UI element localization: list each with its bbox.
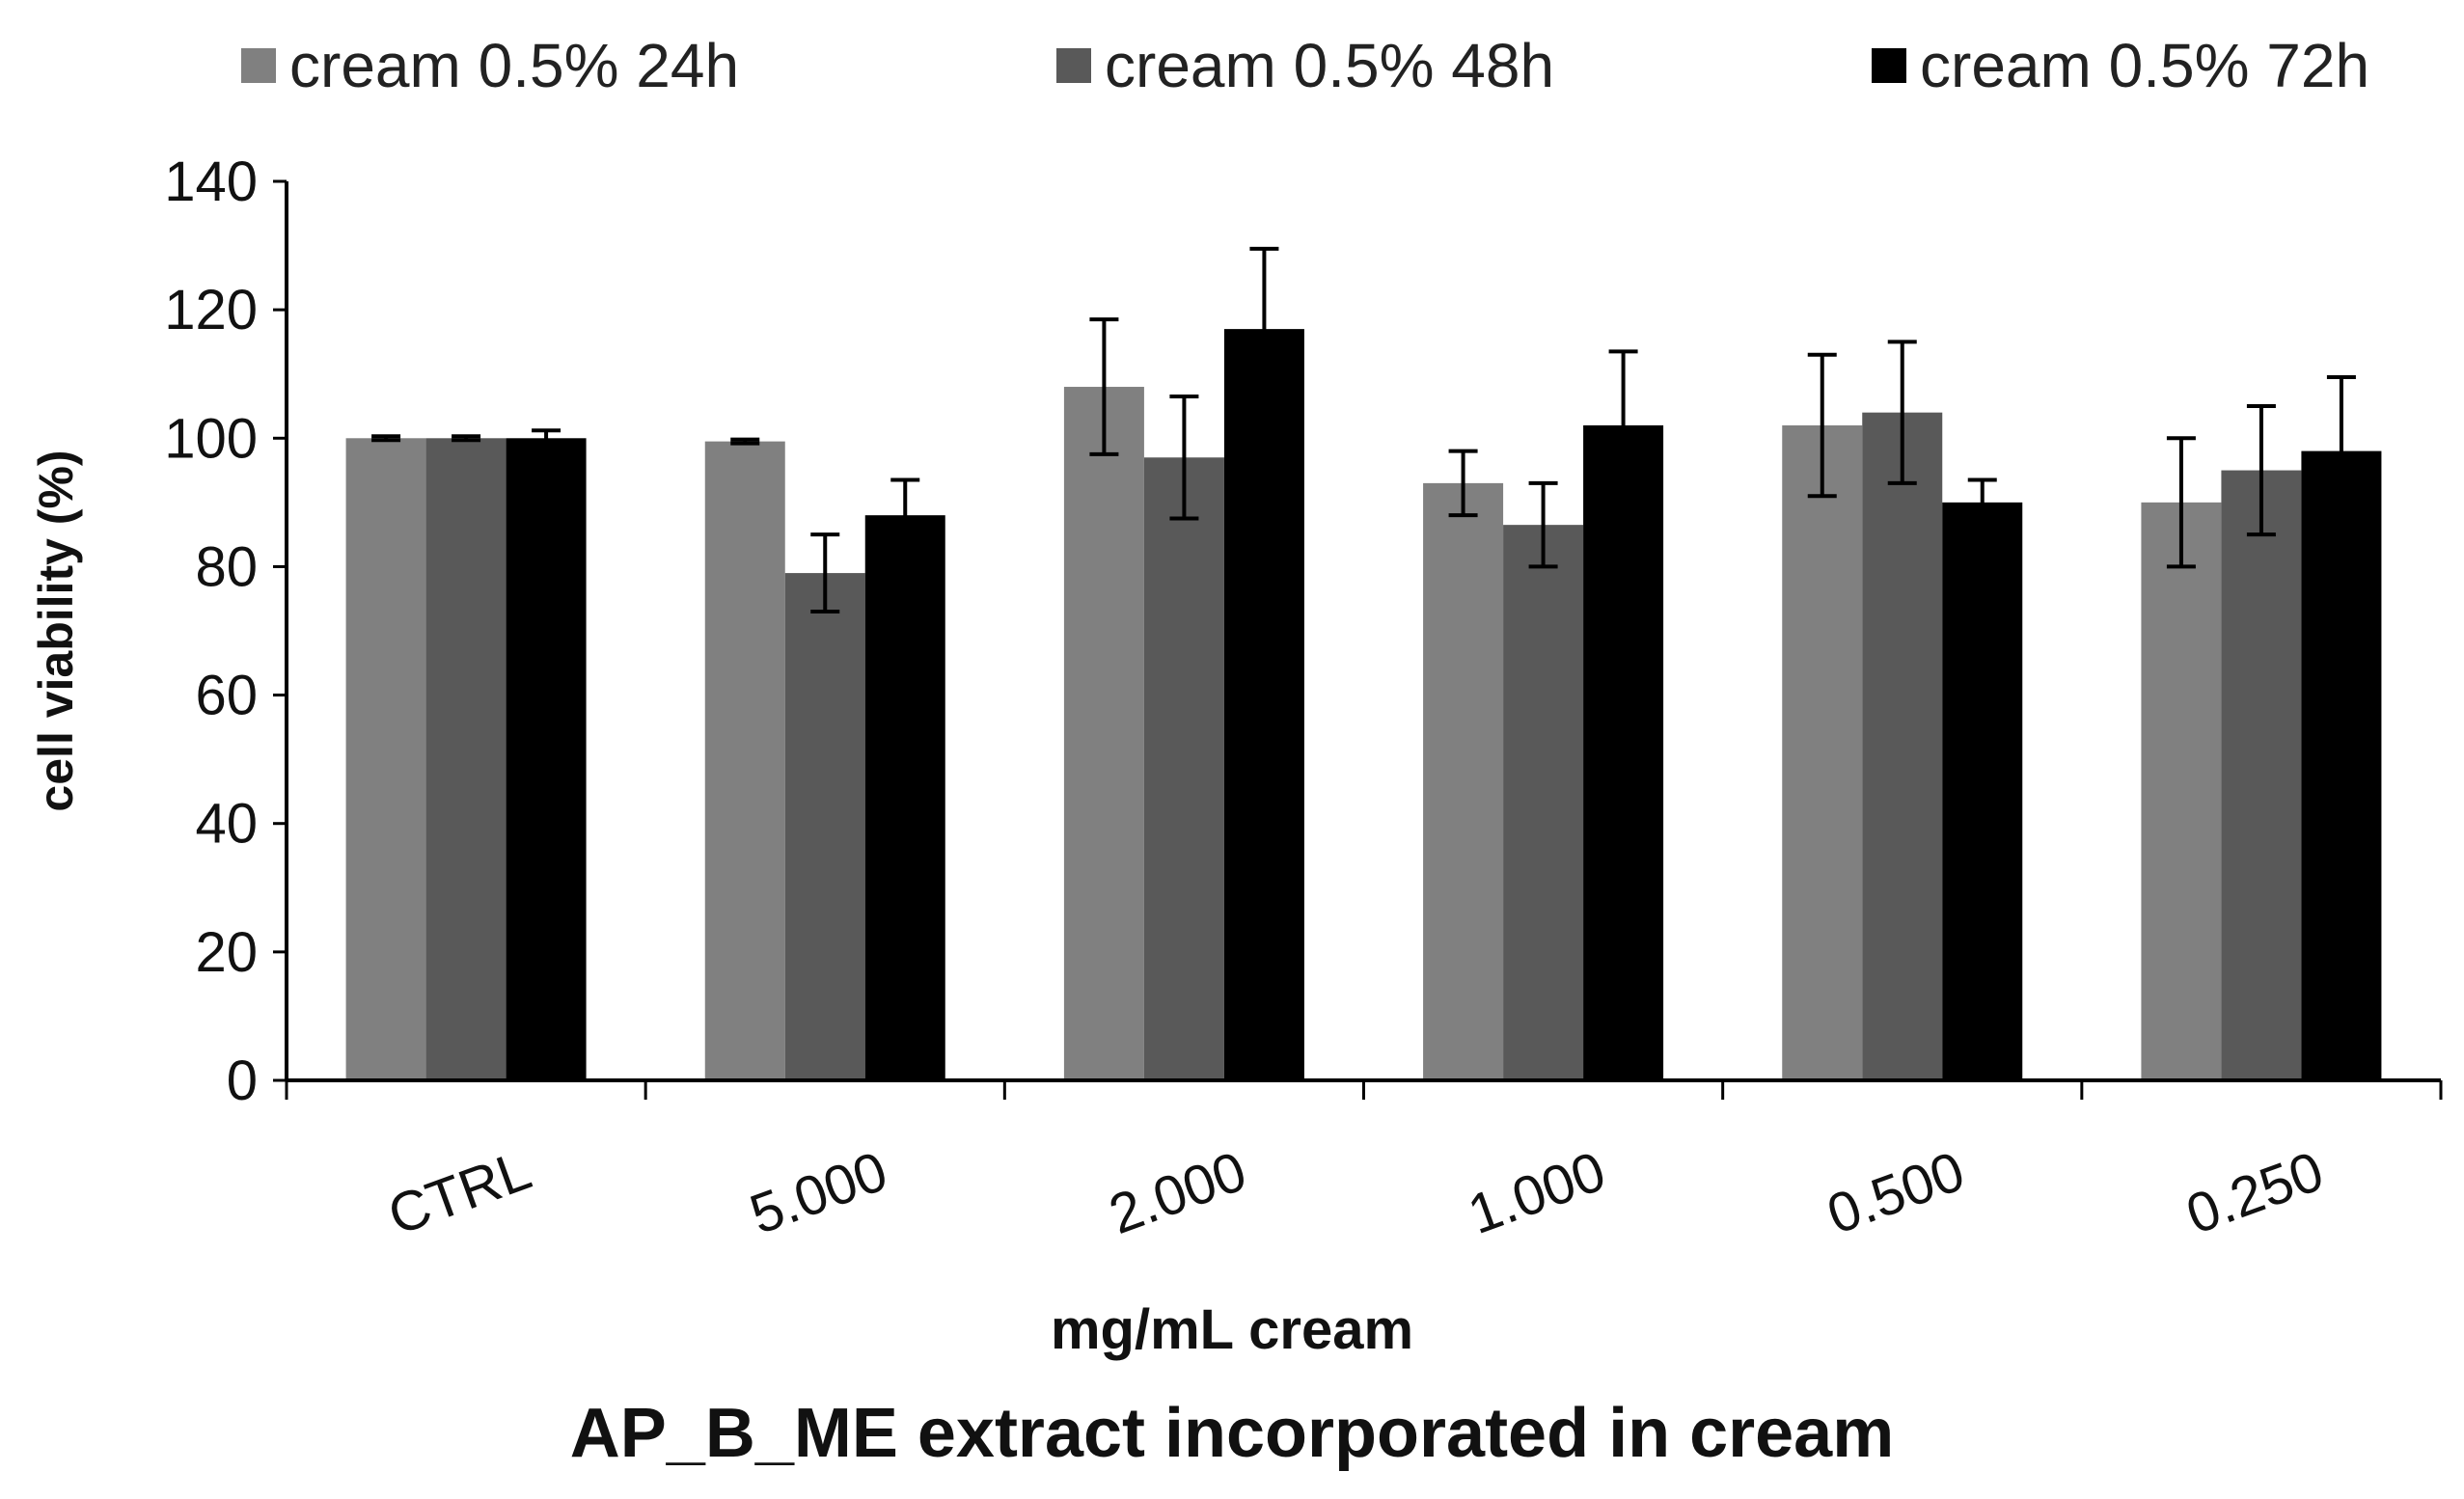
- x-axis-ticks: CTRL 5.000 2.000 1.000 0.500 0.250: [285, 1080, 2443, 1247]
- bar: [1782, 424, 1863, 1080]
- bar: [2221, 470, 2302, 1081]
- bar: [784, 573, 865, 1080]
- y-tick-label: 20: [195, 921, 258, 984]
- x-tick-label: 0.250: [2178, 1139, 2332, 1246]
- bar: [1583, 424, 1664, 1080]
- bar: [1942, 502, 2023, 1080]
- bar: [1862, 412, 1943, 1081]
- y-tick-label: 120: [164, 279, 258, 341]
- x-tick-label: CTRL: [380, 1138, 539, 1247]
- y-tick-label: 100: [164, 407, 258, 470]
- x-tick-label: 1.000: [1461, 1139, 1614, 1246]
- x-tick-label: 5.000: [742, 1139, 895, 1246]
- bar: [1503, 525, 1584, 1080]
- x-tick-label: 0.500: [1820, 1139, 1973, 1246]
- legend-item-24h: cream 0.5% 24h: [241, 27, 739, 104]
- legend: cream 0.5% 24h cream 0.5% 48h cream 0.5%…: [0, 27, 2464, 104]
- bar: [2141, 502, 2222, 1080]
- legend-item-48h: cream 0.5% 48h: [1056, 27, 1554, 104]
- axes: [285, 181, 2441, 1082]
- legend-swatch-72h: [1872, 48, 1906, 83]
- y-tick-label: 80: [195, 535, 258, 598]
- legend-label-24h: cream 0.5% 24h: [289, 31, 740, 100]
- y-tick-label: 140: [164, 150, 258, 213]
- bar: [864, 515, 945, 1080]
- x-tick-label: 2.000: [1101, 1139, 1254, 1246]
- bar: [345, 438, 426, 1080]
- legend-swatch-48h: [1056, 48, 1091, 83]
- bar: [1063, 387, 1144, 1080]
- y-axis-title: cell viability (%): [29, 450, 83, 811]
- bar: [425, 438, 506, 1080]
- bar: [506, 438, 587, 1080]
- y-tick-label: 40: [195, 793, 258, 856]
- bar: [1143, 457, 1224, 1080]
- bars-group: [345, 329, 2382, 1081]
- bar: [704, 441, 785, 1081]
- legend-item-72h: cream 0.5% 72h: [1872, 27, 2369, 104]
- bar: [1423, 482, 1504, 1080]
- y-tick-label: 60: [195, 665, 258, 727]
- x-axis-title: mg/mL cream: [1050, 1298, 1414, 1361]
- legend-swatch-24h: [241, 48, 276, 83]
- bar: [1223, 329, 1304, 1081]
- y-axis-ticks: 0 20 40 60 80 100 120 140: [164, 150, 287, 1112]
- bar: [2301, 450, 2382, 1081]
- error-bars-group: [371, 246, 2356, 614]
- chart-title: AP_B_ME extract incorporated in cream: [569, 1395, 1895, 1472]
- legend-label-48h: cream 0.5% 48h: [1105, 31, 1555, 100]
- y-tick-label: 0: [227, 1049, 258, 1112]
- legend-label-72h: cream 0.5% 72h: [1920, 31, 2370, 100]
